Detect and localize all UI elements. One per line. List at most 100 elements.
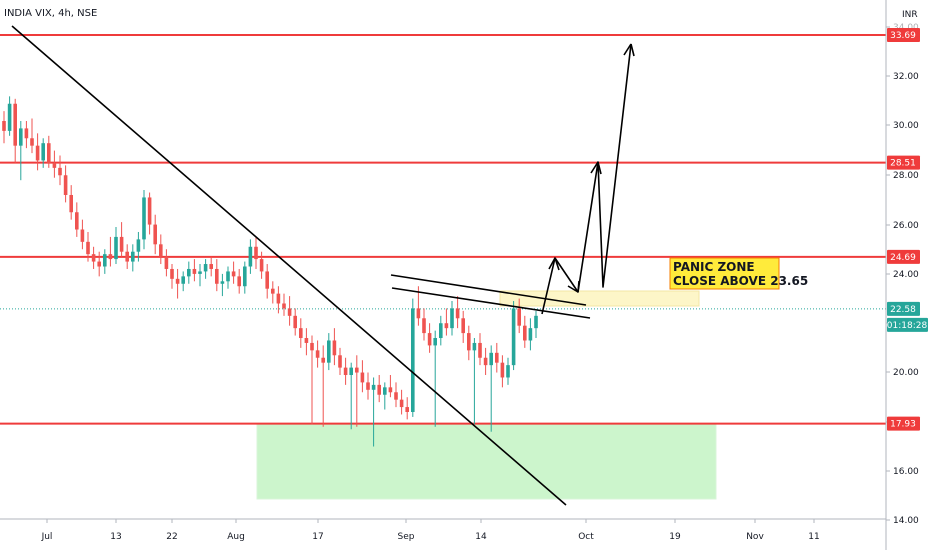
candle [198,264,202,287]
candle [153,214,157,255]
candle-body [231,271,236,277]
candle [439,315,443,346]
zone-layer [256,290,717,500]
candle [19,121,23,181]
candle-body [355,367,359,373]
level-tag-17.93 [887,416,920,431]
candle [534,310,538,339]
candle [69,185,73,220]
candle-body [439,323,443,339]
candle-body [147,197,152,225]
candle-body [276,293,281,304]
candle [2,111,6,144]
level-layer [0,33,886,425]
y-tick-label: 32.00 [893,72,919,82]
candle [30,118,34,154]
candle [332,328,337,366]
candle [259,251,264,279]
x-tick-label: Sep [398,532,415,542]
level-tag-label: 24.69 [890,253,916,263]
level-tag-24.69 [887,249,920,264]
candle-body [35,145,40,161]
arrow-head [590,161,602,175]
candle-body [500,362,505,378]
candle-body [170,268,174,279]
candle [338,347,342,376]
candle-body [321,357,325,363]
candle-body [175,278,180,284]
candle-body [371,384,376,390]
price-axis[interactable]: 34.0032.0030.0028.0026.0024.0022.0020.00… [886,23,928,526]
candle [58,155,62,186]
candle-body [142,197,146,240]
candle-body [30,138,34,146]
currency-label: INR [902,10,918,20]
candle [360,360,365,393]
candle-body [304,338,309,343]
candle-body [394,392,398,400]
candle-body [299,328,303,339]
candle [13,98,17,163]
candle-body [343,367,348,376]
candle [215,259,219,292]
x-tick-label: 11 [808,532,819,542]
x-tick-label: 22 [166,532,177,542]
candle-body [91,254,96,262]
candle-body [86,241,90,255]
candle-body [80,229,85,242]
chart-title: INDIA VIX, 4h, NSE [4,8,97,19]
x-tick-label: Nov [746,532,764,542]
level-tag-label: 28.51 [890,159,916,169]
candle [528,318,533,351]
candle [164,249,169,277]
candle [517,298,521,334]
candle [203,259,208,279]
candle [444,308,449,336]
candle-body [472,342,477,351]
candle-body [69,194,73,213]
candle [265,264,269,299]
candle-body [254,246,258,260]
candle-layer [2,96,538,447]
candle [478,333,482,366]
candle [159,234,163,265]
candle-body [383,387,387,395]
candle [327,333,331,371]
candle [495,342,499,373]
candle [192,259,197,282]
arrow-head [623,43,635,57]
candle [366,372,370,400]
candle-body [131,251,135,262]
candle [91,246,96,269]
candle [254,236,258,269]
candle-body [265,271,269,289]
candle [114,227,118,265]
x-tick-label: Jul [41,532,53,542]
time-axis[interactable]: Jul 13 22 Aug 17 Sep 14 Oct 19 Nov 11 [41,519,820,542]
candle-body [411,308,415,412]
candle [220,273,225,297]
candle-body [332,340,337,356]
candle-body [534,315,538,329]
candle [243,261,247,294]
candle-body [327,340,331,363]
candle-body [427,333,432,346]
candle-body [237,276,241,287]
candle-body [103,254,107,267]
candle-body [153,224,157,245]
candle [304,328,309,356]
candle-body [203,264,208,272]
candle-body [136,239,141,252]
candle [472,338,477,425]
candle-body [63,175,68,195]
candle-body [243,266,247,287]
candle-body [19,128,23,146]
candle [209,256,213,277]
candle [455,296,460,329]
candle [467,325,471,361]
arrow-head [567,280,580,293]
candle [427,323,432,353]
candle-body [366,382,370,390]
